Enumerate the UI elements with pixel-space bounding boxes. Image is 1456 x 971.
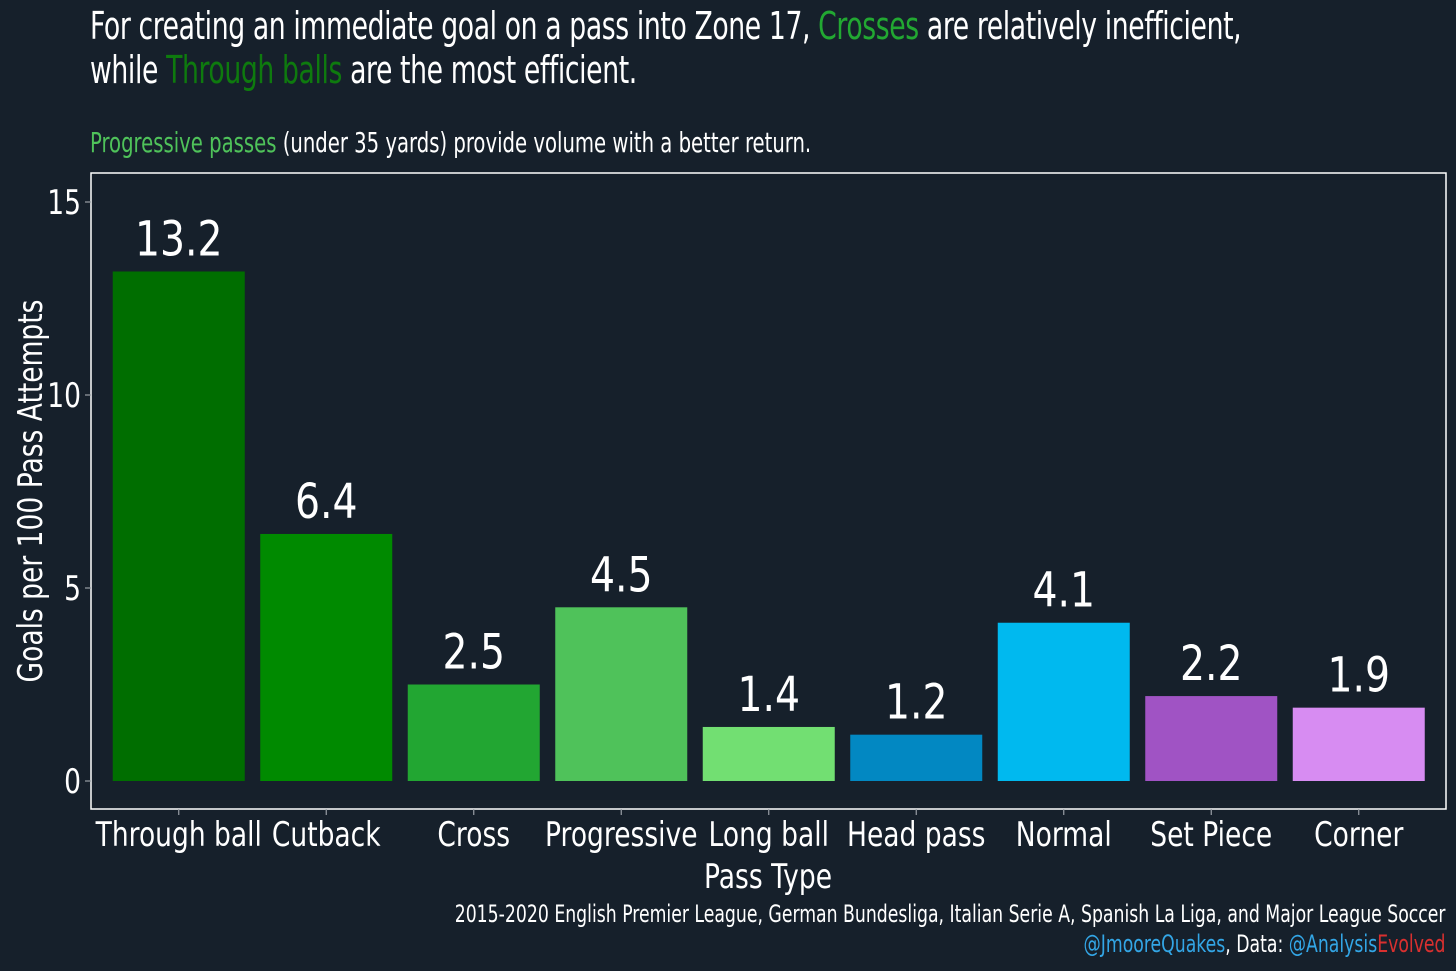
x-tick-label: Normal — [1016, 816, 1112, 855]
y-tick-label: 15 — [47, 184, 81, 223]
subtitle-text: (under 35 yards) provide volume with a b… — [276, 126, 812, 159]
x-tick-label: Cutback — [272, 816, 381, 855]
bar-cutback — [260, 533, 393, 781]
y-axis-label: Goals per 100 Pass Attempts — [12, 300, 51, 683]
caption-source-evolved: Evolved — [1377, 930, 1446, 958]
data-label: 2.2 — [1180, 636, 1243, 692]
bar-normal — [997, 622, 1130, 781]
data-label: 13.2 — [135, 212, 223, 268]
data-label: 4.1 — [1032, 563, 1095, 619]
caption-source-line: 2015-2020 English Premier League, German… — [455, 900, 1446, 928]
bar-head-pass — [850, 734, 983, 781]
subtitle-highlight-progressive: Progressive passes — [90, 126, 277, 159]
bar-progressive — [555, 607, 688, 781]
data-label: 2.5 — [442, 625, 505, 681]
data-label: 1.4 — [737, 667, 800, 723]
bar-set-piece — [1145, 696, 1278, 781]
title-highlight-crosses: Crosses — [818, 4, 919, 48]
data-label: 1.2 — [885, 675, 948, 731]
title-highlight-through-balls: Through balls — [166, 48, 343, 92]
x-tick-label: Set Piece — [1150, 816, 1272, 855]
y-tick-label: 0 — [64, 763, 81, 802]
caption-source-analysis: @Analysis — [1289, 930, 1378, 958]
bar-corner — [1292, 707, 1425, 781]
y-tick-label: 5 — [64, 570, 81, 609]
bar-long-ball — [702, 726, 835, 781]
title-text: are the most efficient. — [342, 48, 637, 92]
caption-credit-line: @JmooreQuakes, Data: @AnalysisEvolved — [455, 929, 1446, 959]
chart-subtitle: Progressive passes (under 35 yards) prov… — [90, 126, 811, 160]
chart-title: For creating an immediate goal on a pass… — [90, 4, 1242, 92]
x-tick-label: Cross — [437, 816, 510, 855]
x-tick-label: Head pass — [847, 816, 985, 855]
chart-caption: 2015-2020 English Premier League, German… — [455, 899, 1446, 959]
y-tick-label: 10 — [47, 377, 81, 416]
x-tick-label: Long ball — [709, 816, 829, 855]
x-tick-label: Through ball — [95, 816, 262, 855]
bar-through-ball — [112, 271, 245, 781]
data-label: 6.4 — [295, 474, 358, 530]
data-label: 1.9 — [1327, 648, 1390, 704]
data-label: 4.5 — [590, 548, 653, 604]
x-tick-label: Corner — [1314, 816, 1404, 855]
x-axis-label: Pass Type — [704, 858, 832, 897]
caption-data-label: , Data: — [1225, 930, 1290, 958]
x-tick-label: Progressive — [545, 816, 698, 855]
title-text: while — [90, 48, 167, 92]
title-text: are relatively inefficient, — [918, 4, 1242, 48]
caption-handle: @JmooreQuakes — [1083, 930, 1226, 958]
bar-cross — [407, 684, 540, 781]
title-text: For creating an immediate goal on a pass… — [90, 4, 819, 48]
